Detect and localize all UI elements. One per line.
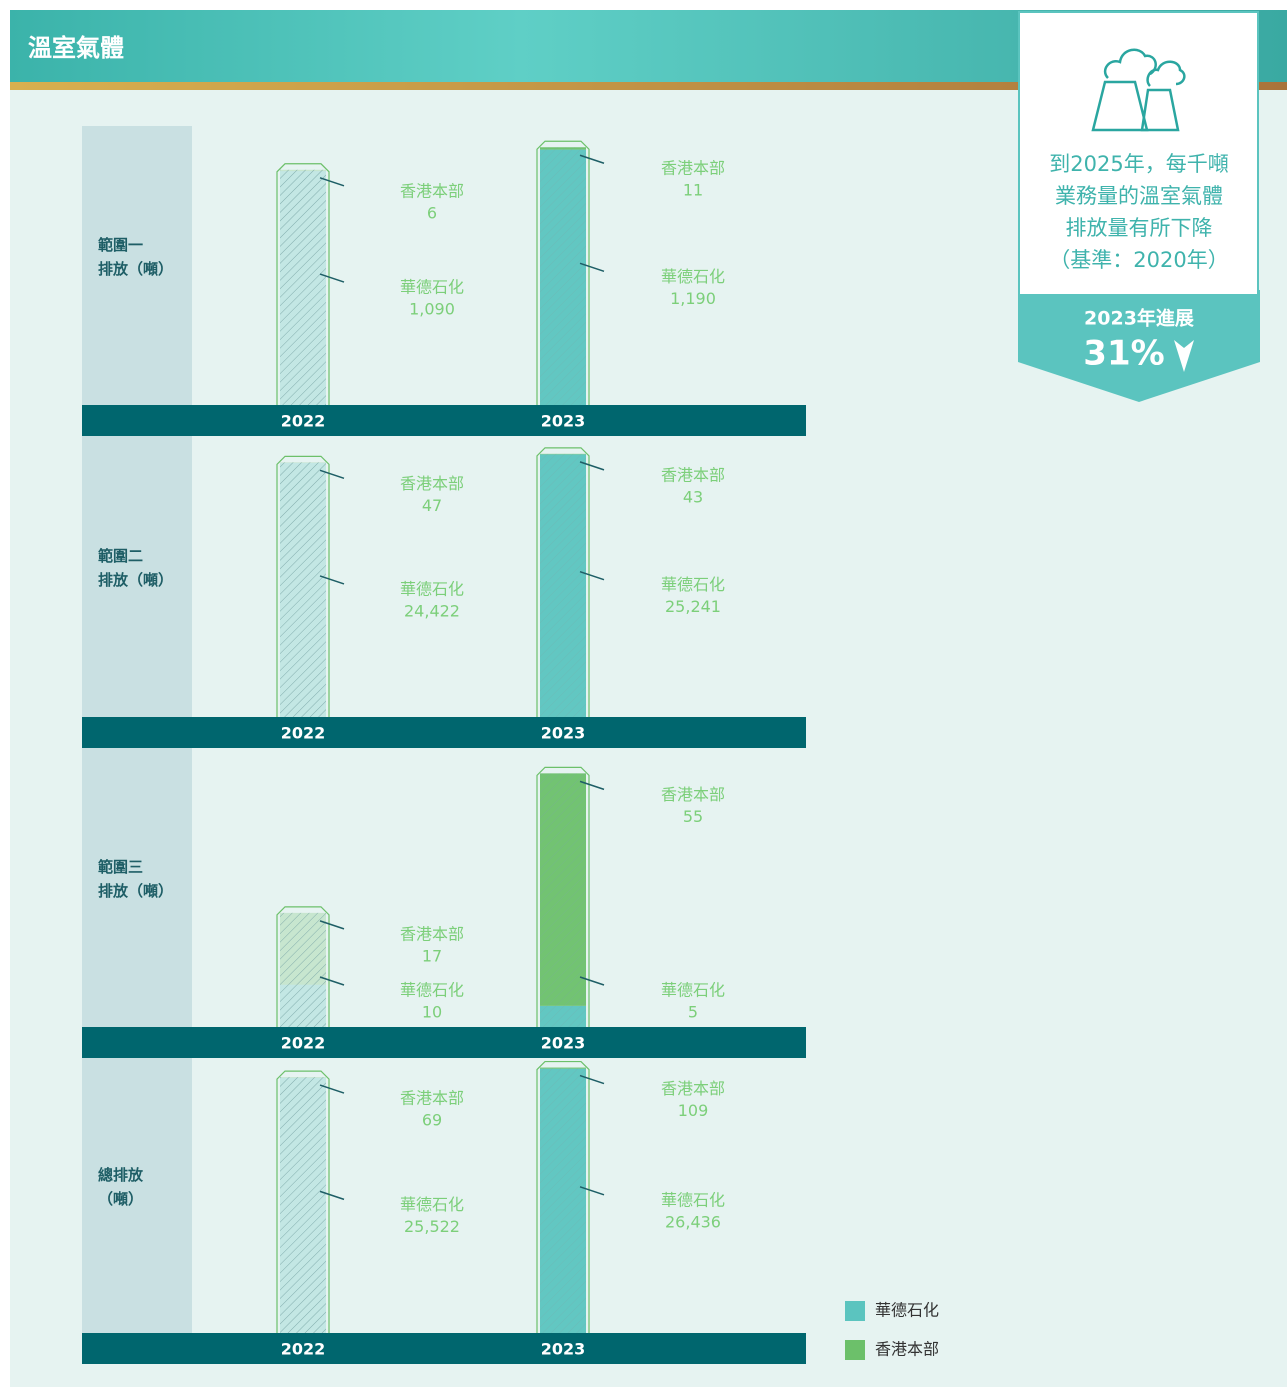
- data-label: 26,436: [665, 1212, 721, 1231]
- bar-texture: [540, 150, 586, 405]
- bar-texture: [540, 1006, 586, 1027]
- target-line: （基準：2020年）: [1049, 248, 1228, 272]
- year-band: [82, 405, 806, 436]
- data-label: 1,190: [670, 289, 716, 308]
- data-label: 6: [427, 203, 437, 222]
- data-label-name: 華德石化: [400, 579, 464, 598]
- axis-label: 總排放: [98, 1166, 144, 1184]
- bar-texture: [280, 1078, 326, 1333]
- data-label: 25,522: [404, 1217, 460, 1236]
- bar-texture: [540, 773, 586, 1006]
- x-tick-label: 2023: [541, 724, 586, 743]
- bar-texture: [540, 1069, 586, 1333]
- data-label: 47: [422, 496, 442, 515]
- x-tick-label: 2023: [541, 1340, 586, 1359]
- data-label: 69: [422, 1111, 442, 1130]
- axis-label: 排放（噸）: [98, 571, 173, 589]
- year-band: [82, 717, 806, 748]
- legend-swatch: [845, 1340, 865, 1360]
- x-tick-label: 2023: [541, 412, 586, 431]
- data-label: 11: [683, 181, 703, 200]
- data-label-name: 香港本部: [400, 181, 464, 200]
- data-label: 43: [683, 487, 703, 506]
- data-label: 1,090: [409, 300, 455, 319]
- data-label-name: 香港本部: [400, 474, 464, 493]
- axis-label: 排放（噸）: [98, 260, 173, 278]
- bar-texture: [540, 454, 586, 717]
- bar-texture: [280, 171, 326, 405]
- data-label-name: 華德石化: [661, 267, 725, 286]
- bar-texture: [540, 1068, 586, 1069]
- data-label: 55: [683, 807, 703, 826]
- data-label: 10: [422, 1003, 442, 1022]
- target-line: 到2025年，每千噸: [1049, 152, 1228, 176]
- data-label-name: 華德石化: [400, 981, 464, 1000]
- data-label-name: 華德石化: [400, 1195, 464, 1214]
- axis-label: 範圍三: [98, 858, 143, 876]
- bar-texture: [280, 985, 326, 1027]
- data-label: 5: [688, 1003, 698, 1022]
- bar-texture: [540, 147, 586, 149]
- data-label-name: 香港本部: [400, 1089, 464, 1108]
- data-label-name: 華德石化: [661, 981, 725, 1000]
- legend-label: 香港本部: [875, 1340, 939, 1359]
- data-label-name: 香港本部: [661, 1079, 725, 1098]
- target-line: 排放量有所下降: [1066, 216, 1213, 240]
- progress-label: 2023年進展: [1084, 307, 1194, 330]
- legend-swatch: [845, 1301, 865, 1321]
- progress-value: 31%: [1083, 334, 1164, 374]
- data-label: 25,241: [665, 597, 721, 616]
- data-label-name: 華德石化: [400, 278, 464, 297]
- bar-texture: [280, 913, 326, 985]
- x-tick-label: 2023: [541, 1034, 586, 1053]
- data-label-name: 香港本部: [661, 785, 725, 804]
- bar-texture: [280, 463, 326, 717]
- target-line: 業務量的溫室氣體: [1055, 184, 1223, 208]
- data-label-name: 香港本部: [661, 465, 725, 484]
- data-label-name: 香港本部: [661, 159, 725, 178]
- target-box: 到2025年，每千噸 業務量的溫室氣體 排放量有所下降 （基準：2020年） 2…: [1018, 12, 1260, 402]
- bar-texture: [280, 1077, 326, 1078]
- data-label: 24,422: [404, 601, 460, 620]
- axis-label: 排放（噸）: [98, 882, 173, 900]
- x-tick-label: 2022: [281, 724, 326, 743]
- axis-label: 範圍一: [98, 236, 143, 254]
- x-tick-label: 2022: [281, 1340, 326, 1359]
- year-band: [82, 1027, 806, 1058]
- data-label-name: 華德石化: [661, 1190, 725, 1209]
- legend-label: 華德石化: [875, 1301, 939, 1320]
- data-label: 17: [422, 946, 442, 965]
- axis-label: 範圍二: [98, 547, 143, 565]
- year-band: [82, 1333, 806, 1364]
- x-tick-label: 2022: [281, 1034, 326, 1053]
- axis-label: （噸）: [98, 1190, 143, 1208]
- data-label: 109: [678, 1101, 709, 1120]
- data-label-name: 華德石化: [661, 575, 725, 594]
- header-title: 溫室氣體: [28, 34, 124, 62]
- x-tick-label: 2022: [281, 412, 326, 431]
- data-label-name: 香港本部: [400, 924, 464, 943]
- bar-texture: [280, 170, 326, 171]
